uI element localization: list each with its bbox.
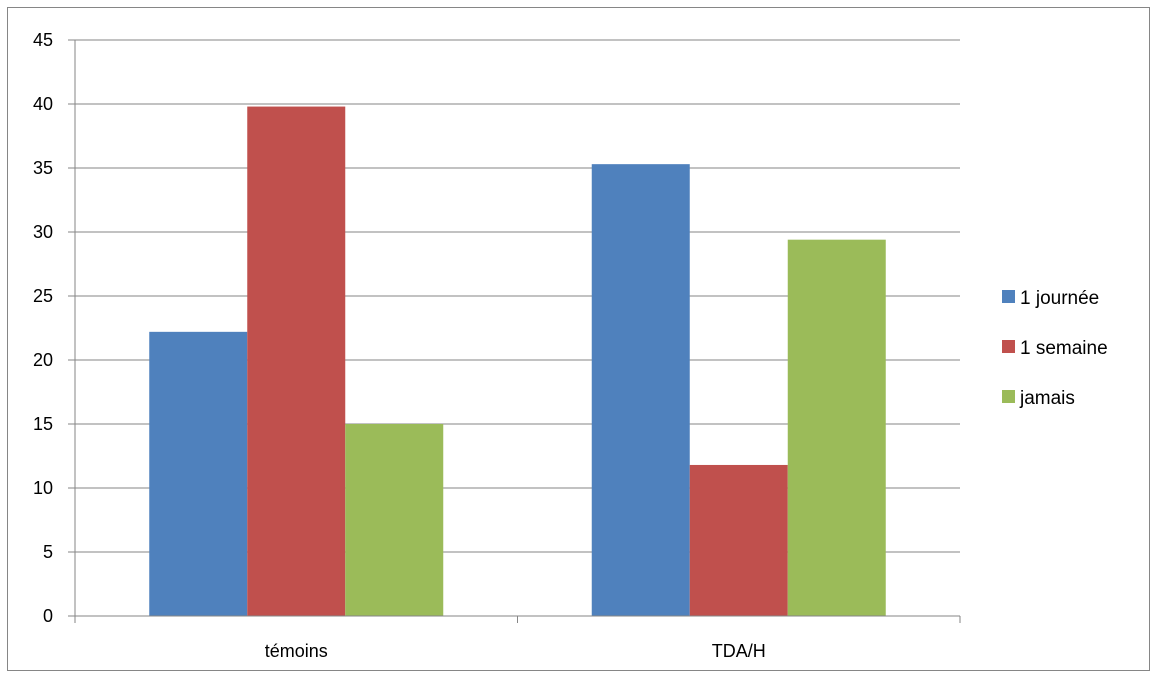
axes — [68, 39, 961, 623]
legend-swatch — [1002, 340, 1015, 353]
legend-label: 1 semaine — [1020, 338, 1108, 359]
y-tick-label: 45 — [33, 30, 53, 50]
y-tick-label: 30 — [33, 222, 53, 242]
legend-swatch — [1002, 290, 1015, 303]
y-tick-label: 25 — [33, 286, 53, 306]
y-tick-label: 20 — [33, 350, 53, 370]
bars — [149, 106, 886, 616]
legend-label: jamais — [1019, 388, 1075, 409]
y-tick-label: 40 — [33, 94, 53, 114]
x-tick-label: témoins — [265, 641, 328, 661]
y-tick-label: 5 — [43, 542, 53, 562]
bar-1-semaine-1 — [689, 464, 788, 616]
x-tick-label: TDA/H — [712, 641, 766, 661]
legend: 1 journée 1 semaine jamais — [1002, 288, 1108, 409]
bar-1-semaine-0 — [247, 106, 346, 616]
legend-swatch — [1002, 390, 1015, 403]
bar-1-journée-1 — [591, 164, 690, 616]
y-tick-label: 10 — [33, 478, 53, 498]
bar-jamais-1 — [787, 239, 886, 616]
y-tick-labels: 0 5 10 15 20 25 30 35 40 45 — [33, 30, 53, 626]
bar-jamais-0 — [345, 424, 444, 616]
legend-label: 1 journée — [1020, 288, 1099, 309]
x-tick-labels: témoins TDA/H — [265, 641, 766, 661]
y-tick-label: 0 — [43, 606, 53, 626]
y-tick-label: 15 — [33, 414, 53, 434]
y-tick-label: 35 — [33, 158, 53, 178]
bar-1-journée-0 — [149, 331, 248, 616]
